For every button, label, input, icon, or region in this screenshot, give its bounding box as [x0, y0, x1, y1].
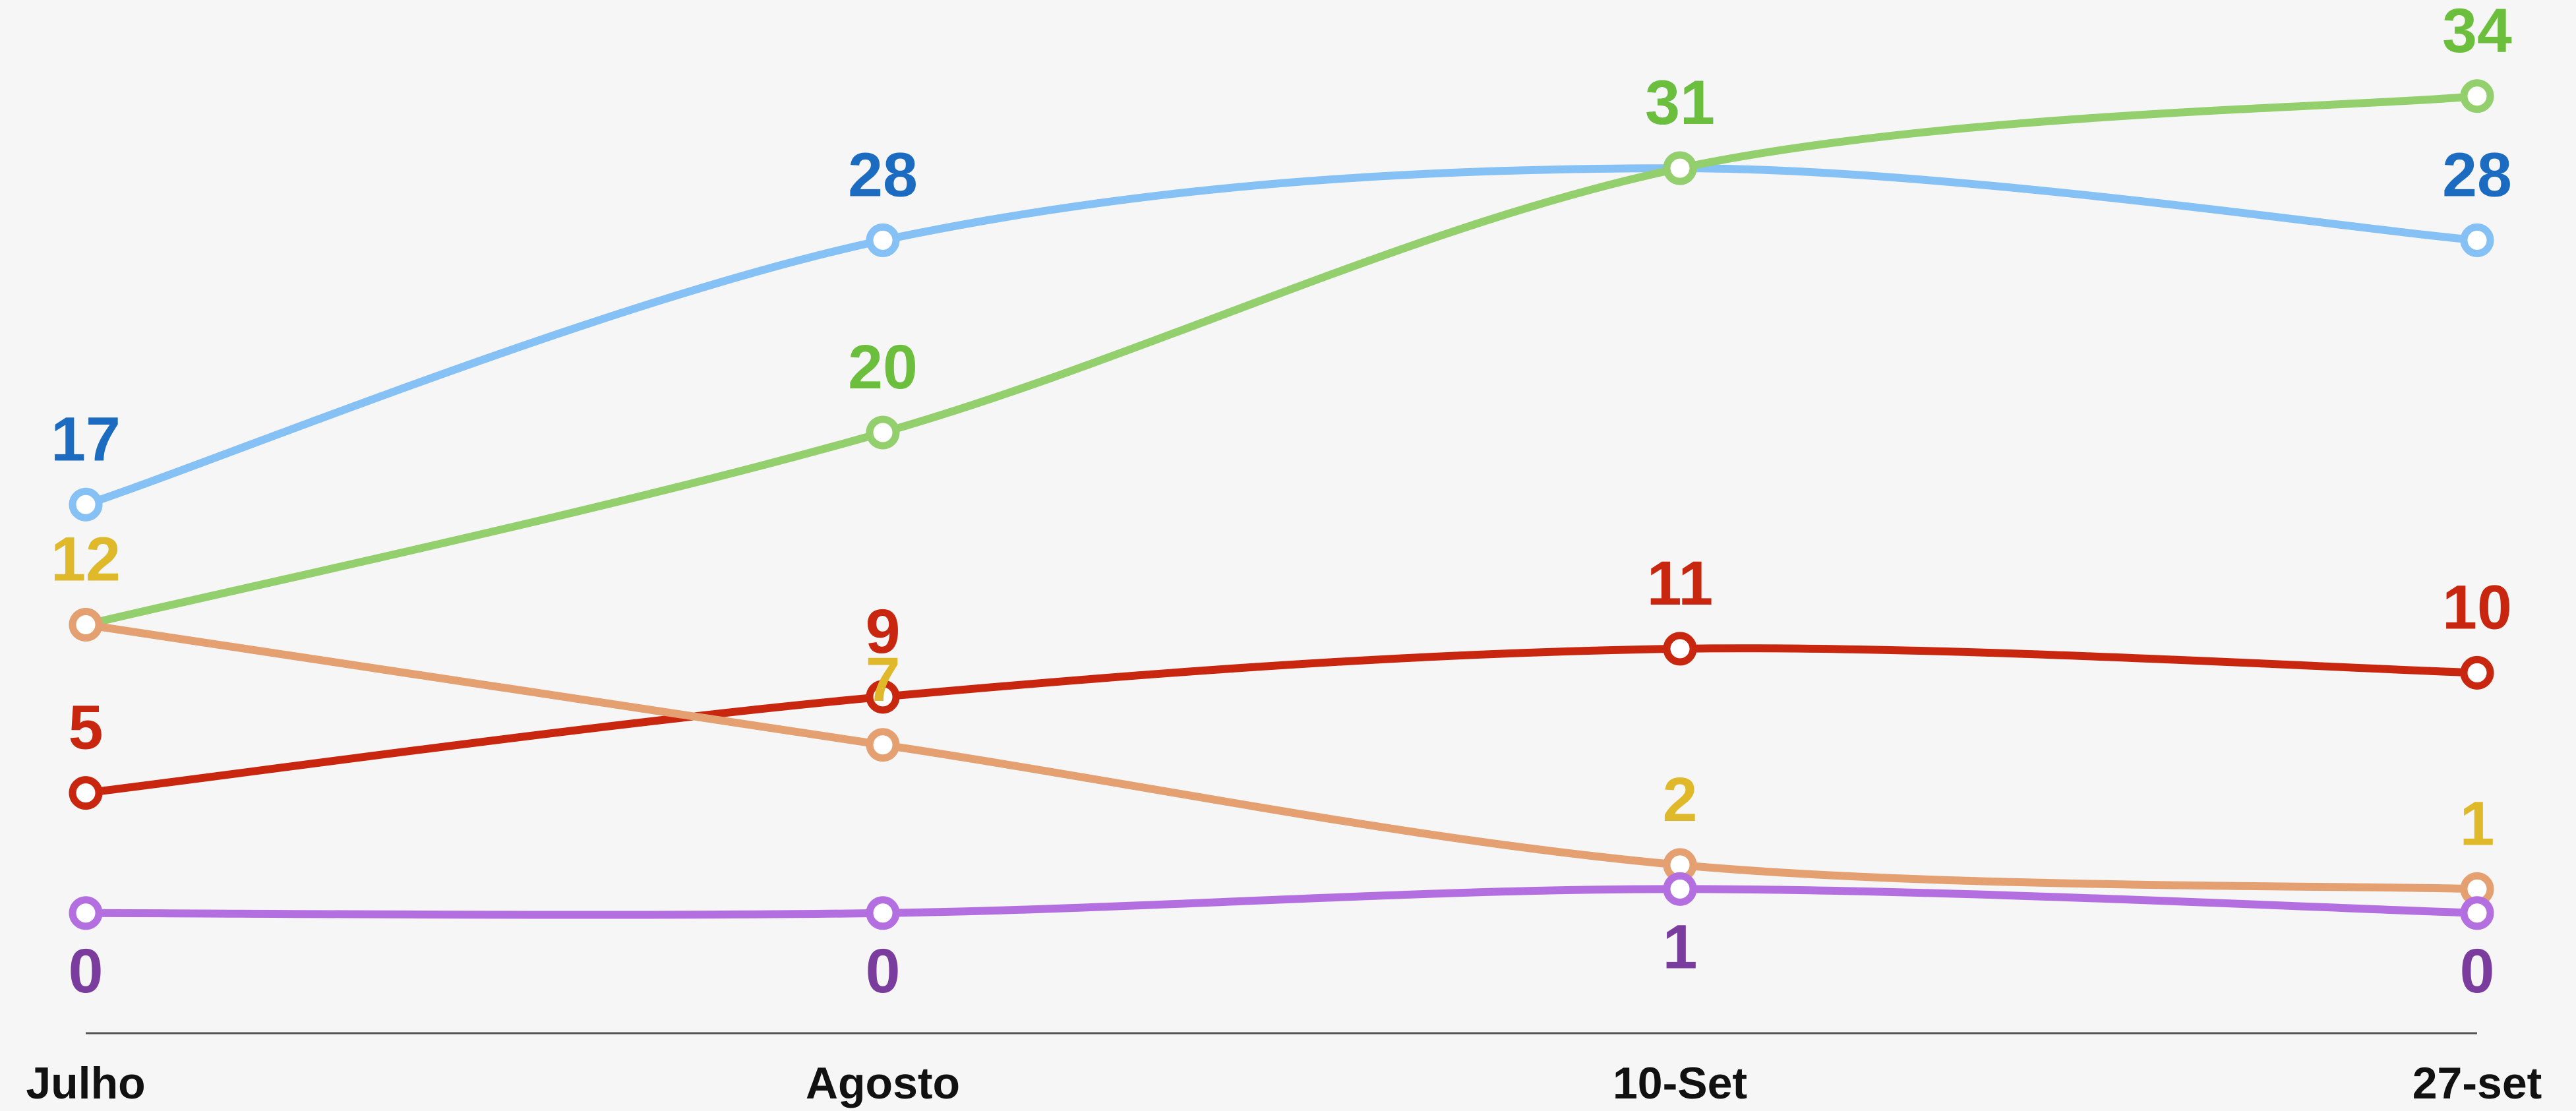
point-marker [69, 776, 103, 810]
value-label: 12 [51, 525, 121, 595]
series-line [82, 620, 2481, 893]
point-marker [2460, 79, 2494, 113]
x-tick-label: Julho [26, 1058, 145, 1108]
x-tick-label: Agosto [806, 1058, 960, 1108]
value-label: 0 [69, 936, 104, 1006]
point-marker [1663, 872, 1697, 906]
point-marker [69, 896, 103, 930]
value-label: 28 [2442, 140, 2512, 210]
value-label: 5 [69, 693, 104, 763]
point-marker [866, 223, 900, 257]
value-label: 34 [2442, 0, 2512, 66]
value-label: 0 [2460, 936, 2495, 1006]
value-label: 10 [2442, 572, 2512, 642]
series-line [82, 164, 2481, 509]
value-label: 2 [1663, 765, 1698, 835]
point-marker [1663, 632, 1697, 666]
point-marker [2460, 655, 2494, 690]
value-label: 9 [866, 597, 901, 667]
point-marker [1663, 151, 1697, 185]
point-marker [866, 415, 900, 450]
value-label: 1 [1663, 912, 1698, 982]
value-label: 17 [51, 404, 121, 474]
point-marker [866, 680, 900, 714]
value-label: 11 [1647, 549, 1713, 618]
x-tick-label: 27-set [2412, 1058, 2542, 1108]
value-label: 7 [866, 645, 901, 715]
series-line [82, 885, 2481, 919]
series-line [82, 92, 2481, 629]
point-marker [2460, 896, 2494, 930]
point-marker [69, 487, 103, 522]
value-label: 1 [2460, 789, 2495, 858]
point-marker [866, 896, 900, 930]
value-label: 31 [1645, 68, 1715, 138]
point-marker [69, 607, 103, 642]
value-label: 28 [848, 140, 918, 210]
value-label: 31 [1645, 68, 1715, 138]
value-label: 12 [51, 525, 121, 595]
point-marker [866, 728, 900, 762]
value-label: 0 [866, 936, 901, 1006]
point-marker [2460, 223, 2494, 257]
x-tick-label: 10-Set [1613, 1058, 1747, 1108]
value-label: 20 [848, 332, 918, 402]
series-line [82, 644, 2481, 797]
